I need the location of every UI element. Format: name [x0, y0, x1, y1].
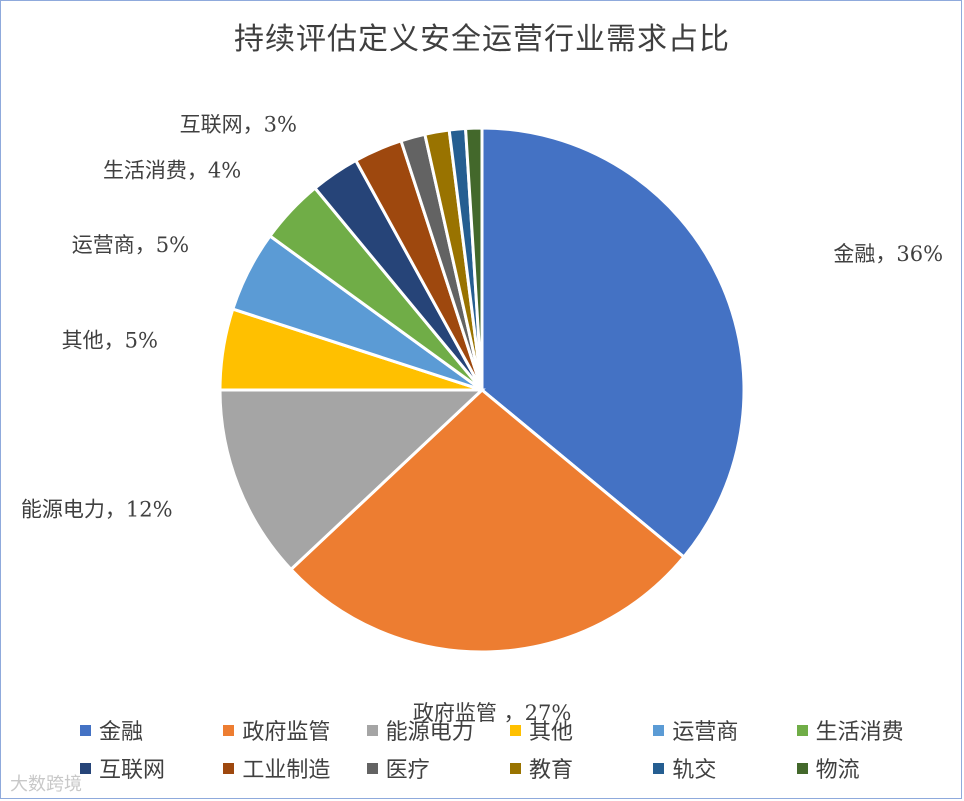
legend-item-6: 生活消费: [796, 716, 940, 745]
legend-item-1: 金融: [80, 716, 223, 745]
legend-item-11: 轨交: [653, 754, 796, 783]
legend-swatch: [80, 762, 91, 774]
legend-swatch: [509, 762, 521, 774]
data-label-4: 其他，5%: [62, 329, 158, 353]
legend-swatch: [653, 762, 665, 774]
pie-slice-12: [463, 126, 484, 391]
legend-item-8: 工业制造: [223, 754, 366, 783]
legend-swatch: [796, 762, 808, 774]
legend-label: 工业制造: [242, 758, 331, 783]
chart-legend: 金融 政府监管 能源电力 其他 运营商 生活消费互联网 工业制造 医疗 教育 轨交 物流: [80, 716, 940, 783]
legend-swatch: [366, 762, 378, 774]
legend-item-2: 政府监管: [223, 716, 366, 745]
legend-swatch: [80, 724, 91, 736]
data-label-2: 政府监管 ，27%: [413, 701, 571, 725]
legend-swatch: [366, 724, 378, 736]
legend-label: 轨交: [672, 758, 717, 783]
data-label-1: 金融，36%: [833, 242, 943, 266]
legend-label: 医疗: [385, 758, 430, 783]
pie-slice-1: [480, 126, 746, 560]
legend-label: 其他: [528, 720, 573, 745]
legend-item-3: 能源电力: [366, 716, 510, 745]
legend-label: 运营商: [672, 720, 739, 745]
legend-swatch: [653, 724, 665, 736]
legend-swatch: [223, 762, 235, 774]
pie-slice-2: [288, 388, 686, 654]
legend-item-9: 医疗: [366, 754, 510, 783]
legend-label: 金融: [99, 720, 144, 745]
data-label-7: 互联网，3%: [180, 113, 297, 137]
legend-label: 政府监管: [242, 720, 331, 745]
watermark: 大数跨境: [10, 774, 82, 795]
legend-label: 教育: [528, 758, 573, 783]
legend-swatch: [223, 724, 235, 736]
legend-item-7: 互联网: [80, 754, 223, 783]
legend-swatch: [796, 724, 808, 736]
legend-swatch: [509, 724, 521, 736]
legend-item-10: 教育: [509, 754, 653, 783]
legend-label: 互联网: [99, 758, 166, 783]
legend-item-12: 物流: [796, 754, 940, 783]
chart-title: 持续评估定义安全运营行业需求占比: [234, 22, 730, 57]
legend-label: 能源电力: [385, 720, 474, 745]
legend-item-4: 其他: [509, 716, 653, 745]
data-label-3: 能源电力，12%: [21, 498, 173, 522]
data-label-6: 生活消费，4%: [103, 159, 241, 183]
legend-label: 物流: [815, 758, 860, 783]
pie-slice-3: [218, 388, 486, 572]
legend-item-5: 运营商: [653, 716, 796, 745]
data-label-5: 运营商，5%: [72, 233, 189, 257]
legend-label: 生活消费: [815, 720, 904, 745]
